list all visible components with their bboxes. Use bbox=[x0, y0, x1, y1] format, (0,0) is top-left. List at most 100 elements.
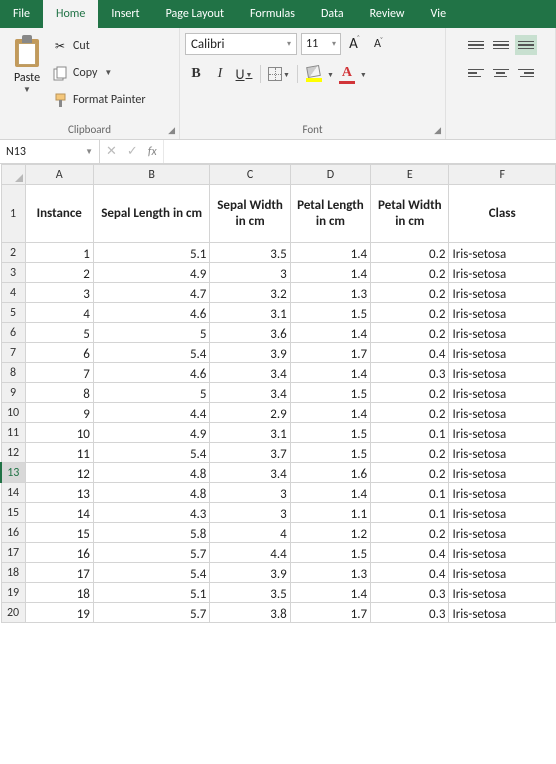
cell[interactable]: 15 bbox=[25, 523, 93, 543]
cell[interactable]: 1 bbox=[25, 243, 93, 263]
cell[interactable]: 4.8 bbox=[93, 483, 210, 503]
cell[interactable]: 1.5 bbox=[290, 383, 370, 403]
cell[interactable]: 12 bbox=[25, 463, 93, 483]
paste-button[interactable]: Paste ▼ bbox=[5, 31, 49, 112]
cell[interactable]: 5.4 bbox=[93, 443, 210, 463]
cut-button[interactable]: ✂ Cut bbox=[52, 34, 146, 58]
cell[interactable]: 16 bbox=[25, 543, 93, 563]
cell[interactable]: 5.7 bbox=[93, 543, 210, 563]
cell[interactable]: Iris-setosa bbox=[449, 283, 556, 303]
cell[interactable]: Iris-setosa bbox=[449, 603, 556, 623]
cell[interactable]: 5 bbox=[93, 323, 210, 343]
cell[interactable]: 4.7 bbox=[93, 283, 210, 303]
cell[interactable]: 6 bbox=[25, 343, 93, 363]
cell[interactable]: 3.7 bbox=[210, 443, 290, 463]
chevron-down-icon[interactable]: ▼ bbox=[104, 68, 112, 78]
cell[interactable]: 1.7 bbox=[290, 603, 370, 623]
cell[interactable]: 3 bbox=[210, 503, 290, 523]
cell[interactable]: 2.9 bbox=[210, 403, 290, 423]
cell[interactable]: 5 bbox=[93, 383, 210, 403]
cell[interactable]: Sepal Length in cm bbox=[93, 185, 210, 243]
worksheet-grid[interactable]: ABCDEF 1InstanceSepal Length in cmSepal … bbox=[0, 164, 556, 623]
row-header[interactable]: 13 bbox=[1, 463, 25, 483]
cell[interactable]: 0.2 bbox=[371, 463, 449, 483]
cell[interactable]: 1.5 bbox=[290, 443, 370, 463]
cell[interactable]: 1.5 bbox=[290, 423, 370, 443]
cell[interactable]: 5.1 bbox=[93, 583, 210, 603]
cell[interactable]: 3.4 bbox=[210, 463, 290, 483]
cell[interactable]: Instance bbox=[25, 185, 93, 243]
row-header[interactable]: 1 bbox=[1, 185, 25, 243]
cell[interactable]: 3.9 bbox=[210, 563, 290, 583]
cell[interactable]: Iris-setosa bbox=[449, 343, 556, 363]
cell[interactable]: 19 bbox=[25, 603, 93, 623]
copy-button[interactable]: Copy ▼ bbox=[52, 61, 146, 85]
cell[interactable]: 1.4 bbox=[290, 323, 370, 343]
cell[interactable]: 4 bbox=[210, 523, 290, 543]
row-header[interactable]: 19 bbox=[1, 583, 25, 603]
cell[interactable]: 1.5 bbox=[290, 543, 370, 563]
row-header[interactable]: 17 bbox=[1, 543, 25, 563]
cell[interactable]: Iris-setosa bbox=[449, 503, 556, 523]
column-header[interactable]: D bbox=[290, 165, 370, 185]
cell[interactable]: Iris-setosa bbox=[449, 323, 556, 343]
cell[interactable]: 0.2 bbox=[371, 283, 449, 303]
font-size-select[interactable]: 11▾ bbox=[301, 33, 341, 55]
cell[interactable]: 3.6 bbox=[210, 323, 290, 343]
column-header[interactable]: B bbox=[93, 165, 210, 185]
cell[interactable]: 4 bbox=[25, 303, 93, 323]
row-header[interactable]: 6 bbox=[1, 323, 25, 343]
decrease-font-button[interactable]: Aˇ bbox=[369, 34, 389, 54]
cell[interactable]: 5.8 bbox=[93, 523, 210, 543]
cell[interactable]: 5.4 bbox=[93, 343, 210, 363]
borders-button[interactable]: ▼ bbox=[266, 63, 292, 85]
tab-view[interactable]: Vie bbox=[418, 0, 460, 28]
cell[interactable]: 1.4 bbox=[290, 583, 370, 603]
cell[interactable]: Iris-setosa bbox=[449, 463, 556, 483]
tab-home[interactable]: Home bbox=[43, 0, 98, 28]
cell[interactable]: Iris-setosa bbox=[449, 243, 556, 263]
align-left-button[interactable] bbox=[465, 63, 487, 83]
cell[interactable]: 1.5 bbox=[290, 303, 370, 323]
cell[interactable]: 0.2 bbox=[371, 443, 449, 463]
bold-button[interactable]: B bbox=[185, 63, 207, 85]
tab-data[interactable]: Data bbox=[308, 0, 357, 28]
align-middle-button[interactable] bbox=[490, 35, 512, 55]
cell[interactable]: 4.4 bbox=[210, 543, 290, 563]
cell[interactable]: 5.4 bbox=[93, 563, 210, 583]
cell[interactable]: 13 bbox=[25, 483, 93, 503]
dialog-launcher-icon[interactable]: ◢ bbox=[168, 125, 175, 136]
font-color-button[interactable]: A bbox=[336, 63, 358, 85]
cell[interactable]: 0.1 bbox=[371, 503, 449, 523]
cell[interactable]: 4.9 bbox=[93, 263, 210, 283]
formula-input[interactable] bbox=[164, 140, 556, 163]
cell[interactable]: 1.4 bbox=[290, 483, 370, 503]
cell[interactable]: 4.9 bbox=[93, 423, 210, 443]
dialog-launcher-icon[interactable]: ◢ bbox=[434, 125, 441, 136]
row-header[interactable]: 11 bbox=[1, 423, 25, 443]
row-header[interactable]: 20 bbox=[1, 603, 25, 623]
align-top-button[interactable] bbox=[465, 35, 487, 55]
format-painter-button[interactable]: Format Painter bbox=[52, 88, 146, 112]
tab-insert[interactable]: Insert bbox=[98, 0, 152, 28]
cell[interactable]: 7 bbox=[25, 363, 93, 383]
cell[interactable]: 14 bbox=[25, 503, 93, 523]
increase-font-button[interactable]: Aˆ bbox=[345, 34, 365, 54]
cell[interactable]: 4.4 bbox=[93, 403, 210, 423]
cell[interactable]: 0.4 bbox=[371, 343, 449, 363]
cell[interactable]: 0.2 bbox=[371, 403, 449, 423]
cell[interactable]: 18 bbox=[25, 583, 93, 603]
cell[interactable]: 0.1 bbox=[371, 423, 449, 443]
cell[interactable]: 3 bbox=[210, 483, 290, 503]
cell[interactable]: 3.8 bbox=[210, 603, 290, 623]
cell[interactable]: Iris-setosa bbox=[449, 403, 556, 423]
row-header[interactable]: 16 bbox=[1, 523, 25, 543]
cell[interactable]: 4.3 bbox=[93, 503, 210, 523]
row-header[interactable]: 10 bbox=[1, 403, 25, 423]
cell[interactable]: Iris-setosa bbox=[449, 303, 556, 323]
cell[interactable]: Petal Length in cm bbox=[290, 185, 370, 243]
cell[interactable]: 3.4 bbox=[210, 363, 290, 383]
tab-review[interactable]: Review bbox=[357, 0, 418, 28]
underline-button[interactable]: U▼ bbox=[233, 63, 255, 85]
cell[interactable]: 1.4 bbox=[290, 403, 370, 423]
